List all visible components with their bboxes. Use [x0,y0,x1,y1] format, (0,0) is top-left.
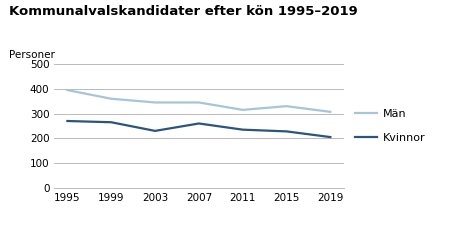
Line: Kvinnor: Kvinnor [67,121,330,137]
Män [108,97,114,100]
Män [283,105,289,108]
Kvinnor [283,130,289,133]
Kvinnor [108,121,114,124]
Kvinnor [64,120,70,122]
Män [196,101,201,104]
Män [239,109,245,111]
Kvinnor [327,136,332,139]
Kvinnor [239,128,245,131]
Män [64,89,70,91]
Legend: Män, Kvinnor: Män, Kvinnor [354,109,424,143]
Män [327,110,332,113]
Män [152,101,157,104]
Line: Män: Män [67,90,330,112]
Text: Kommunalvalskandidater efter kön 1995–2019: Kommunalvalskandidater efter kön 1995–20… [9,5,357,18]
Text: Personer: Personer [9,50,55,60]
Kvinnor [196,122,201,125]
Kvinnor [152,130,157,132]
